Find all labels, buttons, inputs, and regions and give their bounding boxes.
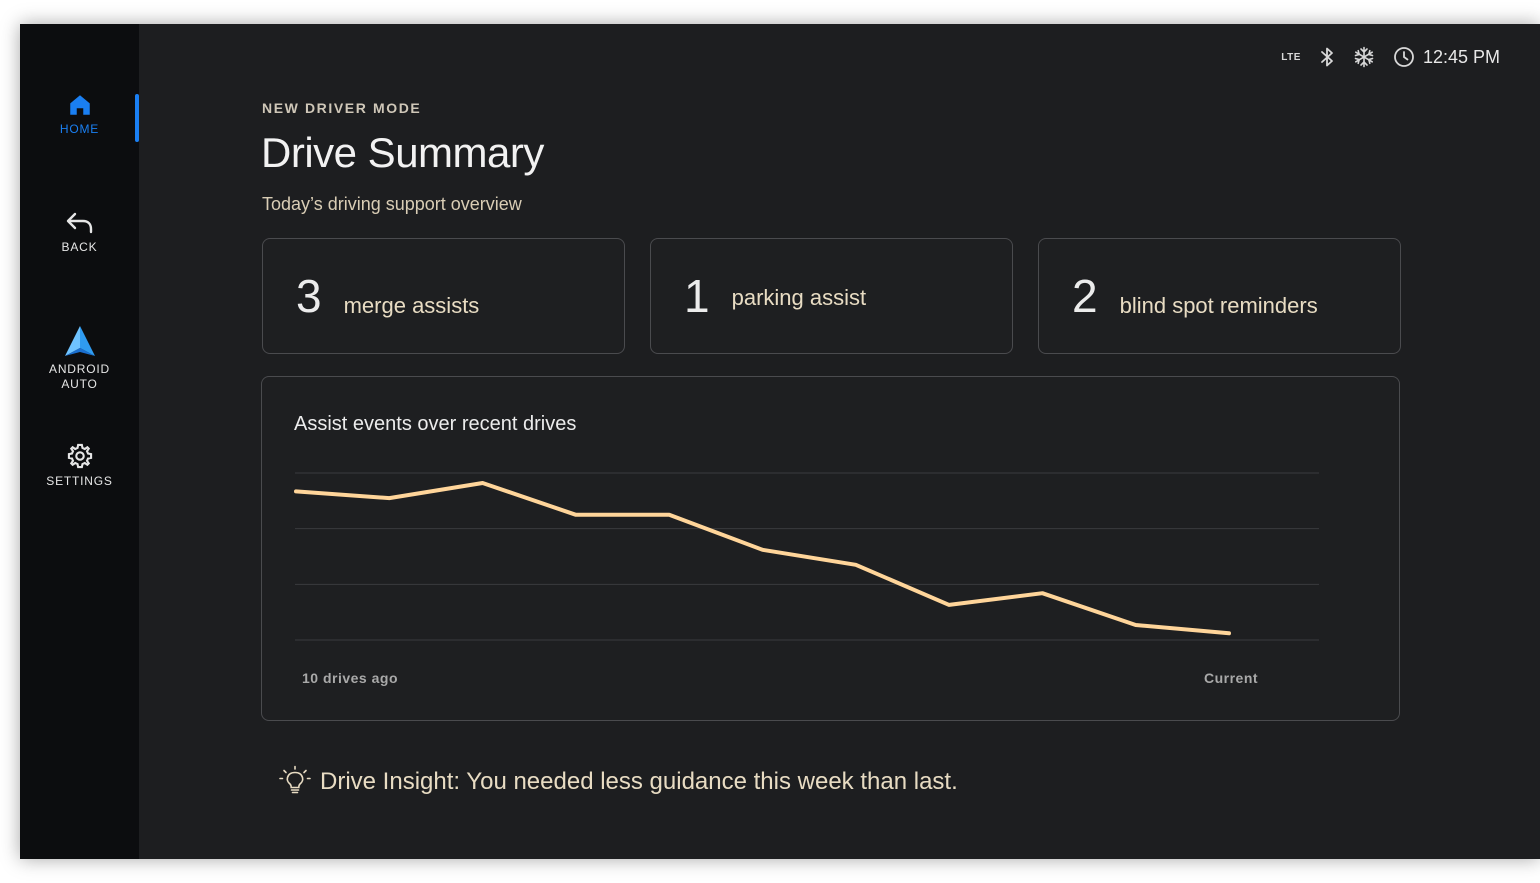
drive-insight: Drive Insight: You needed less guidance … [278,765,958,799]
home-icon [69,95,90,115]
sidebar-item-label: AUTO [61,377,98,391]
sidebar-item-label: ANDROID [49,362,110,376]
stat-label: merge assists [343,293,480,318]
lightbulb-icon [279,765,311,794]
sidebar-item-home[interactable]: HOME [20,92,139,137]
stat-value: 3 [296,270,322,322]
mode-label: NEW DRIVER MODE [262,100,422,116]
sidebar-nav: HOME BACK ANDROID AUTO [20,24,139,859]
stat-label: parking assist [731,285,867,310]
sidebar-item-android-auto[interactable]: ANDROID AUTO [20,324,139,392]
stat-value: 1 [684,270,710,322]
climate-snowflake-icon [1354,46,1374,68]
x-axis-label-end: Current [1204,670,1259,686]
active-indicator [135,94,139,142]
gear-icon [67,443,92,469]
stat-card-merge: 3 merge assists [262,238,625,354]
car-display: HOME BACK ANDROID AUTO [20,24,1540,859]
chart-title: Assist events over recent drives [294,413,577,435]
line-chart [294,472,1319,641]
stat-card-blind-spot: 2 blind spot reminders [1038,238,1401,354]
clock-icon [1394,47,1414,67]
stat-value: 2 [1072,270,1098,322]
clock-time: 12:45 PM [1422,46,1500,67]
page-title: Drive Summary [261,129,544,176]
sidebar-item-label: SETTINGS [46,474,113,488]
sidebar-item-settings[interactable]: SETTINGS [20,442,139,489]
bluetooth-icon [1321,47,1333,67]
chart-card: Assist events over recent drives 10 driv… [261,376,1400,721]
stat-card-parking: 1 parking assist [650,238,1013,354]
chart-series-line [294,481,1231,636]
network-indicator: LTE [1281,51,1301,63]
insight-text: Drive Insight: You needed less guidance … [320,768,958,795]
back-arrow-icon [66,212,92,234]
android-auto-icon [64,326,95,356]
sidebar-item-label: BACK [61,240,98,254]
page-subtitle: Today’s driving support overview [262,194,522,214]
sidebar-item-label: HOME [59,122,100,136]
sidebar-item-back[interactable]: BACK [20,210,139,255]
x-axis-label-start: 10 drives ago [302,670,398,686]
stat-label: blind spot reminders [1119,293,1318,318]
status-bar: LTE 12:45 PM [1281,45,1500,69]
